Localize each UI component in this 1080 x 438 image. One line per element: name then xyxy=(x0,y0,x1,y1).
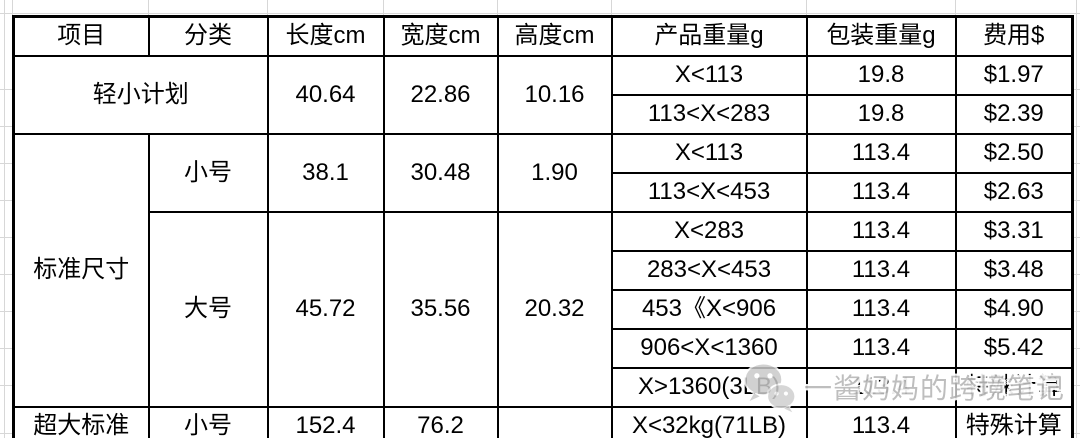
spreadsheet-gridline xyxy=(0,13,1080,14)
cell-weight-range[interactable]: X<32kg(71LB) xyxy=(610,406,808,438)
column-header-item[interactable]: 项目 xyxy=(12,15,150,57)
cell-weight-range[interactable]: X<283 xyxy=(610,211,808,252)
spreadsheet-gridline xyxy=(4,0,5,438)
cell-package-weight[interactable]: 113.4 xyxy=(805,289,957,330)
cell-weight-range[interactable]: X<113 xyxy=(610,55,808,96)
table-row: 113<X<283 19.8 $2.39 xyxy=(14,94,1074,135)
cell-size-category[interactable]: 小号 xyxy=(147,406,269,438)
table-row: 标准尺寸 小号 38.1 30.48 1.90 X<113 113.4 $2.5… xyxy=(12,133,1074,408)
cell-package-weight[interactable]: 113.4 xyxy=(805,133,957,174)
cell-fee[interactable]: 特殊计算 xyxy=(954,367,1074,408)
column-header-width[interactable]: 宽度cm xyxy=(382,15,499,57)
cell-plan-name[interactable]: 超大标准 xyxy=(12,406,150,438)
spreadsheet-gridline xyxy=(1076,0,1077,438)
shipping-fee-table: 项目 分类 长度cm 宽度cm 高度cm 产品重量g 包装重量g 费用$ 轻小计… xyxy=(12,15,1074,438)
cell-weight-range[interactable]: 283<X<453 xyxy=(610,250,808,291)
cell-height[interactable]: 10.16 xyxy=(496,55,613,135)
table-row: 453《X<906 113.4 $4.90 xyxy=(14,289,1074,330)
cell-fee[interactable]: $2.50 xyxy=(954,133,1074,174)
cell-weight-range[interactable]: 113<X<283 xyxy=(610,94,808,135)
table-header-row: 项目 分类 长度cm 宽度cm 高度cm 产品重量g 包装重量g 费用$ xyxy=(12,15,1074,57)
cell-weight-range[interactable]: 906<X<1360 xyxy=(610,328,808,369)
table-row: 大号 45.72 35.56 20.32 X<283 113.4 $3.31 xyxy=(14,211,1074,408)
table-row: 906<X<1360 113.4 $5.42 xyxy=(14,328,1074,369)
cell-fee[interactable]: $3.31 xyxy=(954,211,1074,252)
column-header-package-weight[interactable]: 包装重量g xyxy=(805,15,957,57)
cell-size-category[interactable]: 小号 xyxy=(147,133,269,213)
column-header-fee[interactable]: 费用$ xyxy=(954,15,1074,57)
cell-fee[interactable]: 特殊计算 xyxy=(954,406,1074,438)
cell-width[interactable]: 76.2 xyxy=(382,406,499,438)
cell-package-weight[interactable]: 113.4 xyxy=(805,211,957,252)
cell-plan-name[interactable]: 轻小计划 xyxy=(12,55,269,135)
table-row: 超大标准 小号 152.4 76.2 X<32kg(71LB) 113.4 特殊… xyxy=(12,406,1074,438)
cell-fee[interactable]: $1.97 xyxy=(954,55,1074,96)
cell-fee[interactable]: $2.63 xyxy=(954,172,1074,213)
table-row: 283<X<453 113.4 $3.48 xyxy=(14,250,1074,291)
column-header-product-weight[interactable]: 产品重量g xyxy=(610,15,808,57)
column-header-category[interactable]: 分类 xyxy=(147,15,269,57)
cell-weight-range[interactable]: X>1360(3LB) xyxy=(610,367,808,408)
cell-weight-range[interactable]: 113<X<453 xyxy=(610,172,808,213)
cell-package-weight[interactable]: 113.4 xyxy=(805,172,957,213)
cell-package-weight[interactable]: 113.4 xyxy=(805,367,957,408)
cell-package-weight[interactable]: 19.8 xyxy=(805,55,957,96)
cell-weight-range[interactable]: 453《X<906 xyxy=(610,289,808,330)
cell-length[interactable]: 152.4 xyxy=(266,406,385,438)
cell-fee[interactable]: $3.48 xyxy=(954,250,1074,291)
cell-weight-range[interactable]: X<113 xyxy=(610,133,808,174)
cell-plan-name[interactable]: 标准尺寸 xyxy=(12,133,150,408)
cell-width[interactable]: 35.56 xyxy=(382,211,499,408)
cell-package-weight[interactable]: 19.8 xyxy=(805,94,957,135)
cell-width[interactable]: 22.86 xyxy=(382,55,499,135)
cell-height[interactable] xyxy=(496,406,613,438)
column-header-height[interactable]: 高度cm xyxy=(496,15,613,57)
cell-width[interactable]: 30.48 xyxy=(382,133,499,213)
cell-size-category[interactable]: 大号 xyxy=(147,211,269,408)
cell-length[interactable]: 38.1 xyxy=(266,133,385,213)
cell-package-weight[interactable]: 113.4 xyxy=(805,328,957,369)
cell-fee[interactable]: $5.42 xyxy=(954,328,1074,369)
cell-length[interactable]: 45.72 xyxy=(266,211,385,408)
table-row: 113<X<453 113.4 $2.63 xyxy=(14,172,1074,213)
cell-height[interactable]: 1.90 xyxy=(496,133,613,213)
cell-fee[interactable]: $4.90 xyxy=(954,289,1074,330)
table-row: 轻小计划 40.64 22.86 10.16 X<113 19.8 $1.97 xyxy=(12,55,1074,135)
cell-fee[interactable]: $2.39 xyxy=(954,94,1074,135)
cell-package-weight[interactable]: 113.4 xyxy=(805,406,957,438)
column-header-length[interactable]: 长度cm xyxy=(266,15,385,57)
cell-package-weight[interactable]: 113.4 xyxy=(805,250,957,291)
cell-height[interactable]: 20.32 xyxy=(496,211,613,408)
cell-length[interactable]: 40.64 xyxy=(266,55,385,135)
